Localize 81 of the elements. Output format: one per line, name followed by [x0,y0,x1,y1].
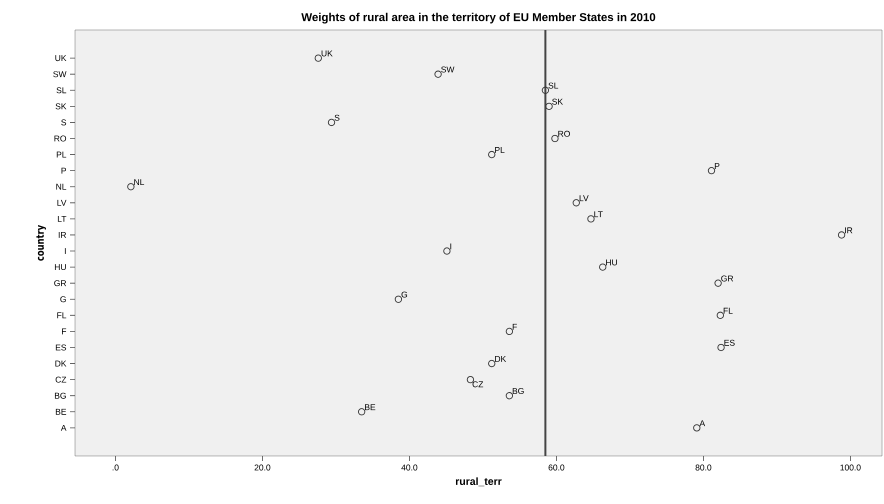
point [358,408,366,416]
point [599,263,606,271]
y-tick-label: A [60,424,66,431]
point [488,360,496,368]
x-tick-label: .0 [112,464,119,470]
y-tick-label: GR [54,280,66,286]
data-label: G [402,292,408,298]
y-tick-label: BE [56,408,66,415]
point [551,134,559,142]
point [716,312,724,319]
data-label: GR [721,275,734,282]
point [466,376,474,384]
point [488,150,496,158]
point [838,231,846,239]
y-tick-label: DK [55,360,66,366]
y-tick-label: SW [53,71,66,78]
data-label: F [512,324,517,330]
point [506,392,514,400]
point [717,344,725,352]
x-tick-label: 100.0 [840,464,861,470]
data-label: S [334,114,340,121]
data-label: SW [441,66,454,72]
y-tick-label: BG [54,392,66,399]
x-tick-label: 80.0 [696,464,712,470]
y-tick-label: F [62,328,66,334]
x-tick-label: 60.0 [548,464,564,470]
point [434,70,442,78]
data-label: RO [558,130,570,137]
y-tick-label: LT [58,216,66,222]
y-tick-label: FL [57,312,66,318]
data-label: BE [365,404,376,410]
x-axis-title: rural_terr [456,477,502,486]
point [314,54,322,62]
y-tick-label: CZ [56,376,66,383]
y-tick-label: I [64,248,66,254]
y-tick-label: P [62,168,66,174]
point [542,86,550,94]
y-tick-label: G [60,296,66,302]
data-label: IR [845,227,852,234]
y-tick-label: S [61,119,66,126]
point [714,280,722,287]
y-axis-title: country [36,225,46,261]
y-tick-label: RO [54,136,66,142]
y-tick-label: HU [54,264,66,270]
data-label: SK [552,98,563,105]
data-label: A [700,420,706,426]
point [693,424,700,432]
data-label: HU [606,259,617,266]
x-tick-label: 20.0 [254,464,270,470]
data-label: DK [495,356,506,362]
x-tick-label: 40.0 [401,464,418,470]
data-label: ES [724,340,735,346]
data-label: BG [512,388,524,394]
data-label: LV [580,195,589,202]
point [127,183,135,190]
y-tick-label: LV [57,200,66,206]
y-tick-label: SL [56,87,66,94]
point [708,167,716,174]
data-label: P [714,163,720,169]
data-label: UK [322,50,333,56]
data-label: FL [724,308,733,314]
point [443,247,451,255]
y-tick-label: PL [56,152,66,158]
data-label: SL [548,82,558,89]
data-label: PL [495,147,505,153]
y-tick-label: SK [56,103,66,110]
y-tick-label: NL [56,184,66,190]
point [394,296,402,303]
data-label: CZ [472,381,484,388]
point [506,328,514,336]
data-label: I [450,244,452,250]
point [545,102,553,110]
point [328,118,336,126]
chart-title: Weights of rural area in the territory of EU Member States in 2010 [301,12,656,24]
y-tick-label: ES [56,344,66,350]
data-label: LT [594,211,603,218]
point [572,199,580,206]
data-label: NL [134,179,144,186]
y-tick-label: UK [55,55,66,62]
y-tick-label: IR [58,232,66,238]
point [587,215,595,223]
